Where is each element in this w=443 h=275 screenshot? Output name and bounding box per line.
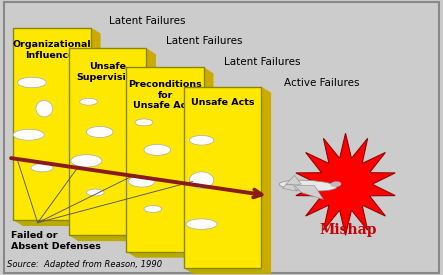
Polygon shape [184, 268, 271, 274]
Text: Failed or
Absent Defenses: Failed or Absent Defenses [11, 231, 101, 251]
Text: Active Failures: Active Failures [284, 78, 359, 87]
Polygon shape [13, 220, 101, 226]
Polygon shape [295, 186, 323, 199]
FancyArrowPatch shape [11, 158, 261, 197]
Text: Unsafe Acts: Unsafe Acts [191, 98, 255, 107]
Ellipse shape [189, 136, 214, 145]
Ellipse shape [13, 129, 44, 140]
Ellipse shape [71, 155, 102, 167]
Polygon shape [283, 185, 297, 191]
Text: Organizational
Influences: Organizational Influences [13, 40, 92, 60]
Ellipse shape [31, 164, 53, 172]
Polygon shape [91, 28, 101, 226]
Ellipse shape [135, 119, 153, 126]
Bar [126, 67, 204, 252]
Polygon shape [146, 48, 156, 241]
Polygon shape [261, 87, 271, 274]
Bar [13, 28, 91, 220]
Ellipse shape [17, 77, 46, 88]
Text: Source:  Adapted from Reason, 1990: Source: Adapted from Reason, 1990 [7, 260, 162, 269]
Ellipse shape [186, 219, 217, 229]
Ellipse shape [189, 172, 214, 188]
Polygon shape [296, 133, 395, 235]
Ellipse shape [330, 182, 341, 187]
Ellipse shape [36, 100, 53, 117]
Ellipse shape [279, 180, 337, 191]
Ellipse shape [86, 189, 104, 196]
Text: Latent Failures: Latent Failures [224, 57, 300, 67]
Ellipse shape [128, 176, 155, 187]
Polygon shape [69, 235, 156, 241]
Ellipse shape [80, 98, 97, 105]
Text: Latent Failures: Latent Failures [109, 16, 185, 26]
Polygon shape [286, 175, 301, 184]
Text: Unsafe
Supervision: Unsafe Supervision [76, 62, 139, 82]
Text: Latent Failures: Latent Failures [166, 36, 243, 46]
Ellipse shape [144, 206, 162, 212]
Ellipse shape [86, 126, 113, 138]
Text: Mishap: Mishap [319, 223, 377, 237]
Polygon shape [204, 67, 214, 258]
Bar [184, 87, 261, 268]
Text: Preconditions
for
Unsafe Acts: Preconditions for Unsafe Acts [128, 80, 202, 110]
Polygon shape [126, 252, 214, 258]
Bar [69, 48, 146, 235]
Ellipse shape [144, 144, 171, 155]
